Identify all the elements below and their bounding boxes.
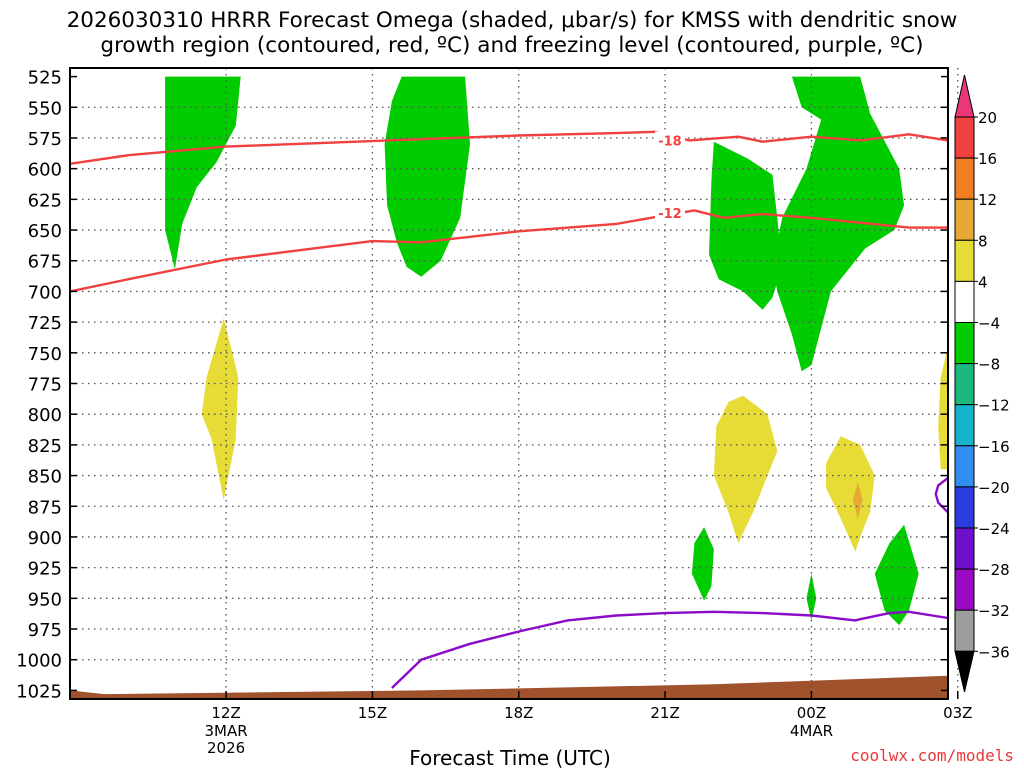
colorbar-label: −8 [978, 356, 1000, 374]
x-axis-label: Forecast Time (UTC) [409, 746, 611, 768]
y-tick-label: 725 [28, 313, 62, 334]
y-tick-label: 550 [28, 98, 62, 119]
ascent-region-3 [709, 141, 783, 310]
x-tick-year: 2026 [207, 739, 245, 757]
colorbar-label: −28 [978, 561, 1010, 579]
colorbar-segment-6 [954, 322, 975, 365]
x-tick-date: 3MAR [205, 722, 248, 740]
colorbar-label: −20 [978, 479, 1010, 497]
descent-region-1 [201, 318, 239, 501]
ground-surface [70, 675, 948, 699]
x-tick-label: 15Z [358, 704, 387, 722]
colorbar-label: 16 [978, 150, 997, 168]
descent-region-4 [938, 346, 948, 470]
x-tick-label: 00Z [797, 704, 826, 722]
chart-title-line-1: 2026030310 HRRR Forecast Omega (shaded, … [67, 8, 958, 33]
colorbar-segment-1 [954, 116, 975, 159]
y-tick-label: 575 [28, 129, 62, 150]
minus-18c-isotherm-label: -18 [658, 134, 682, 149]
minus-12c-isotherm [69, 209, 948, 293]
credit-text: coolwx.com/models [850, 746, 1014, 765]
colorbar-label: 20 [978, 109, 997, 127]
y-tick-label: 750 [28, 344, 62, 365]
y-tick-label: 775 [28, 375, 62, 396]
colorbar-segment-3 [954, 198, 975, 241]
colorbar-segment-2 [954, 157, 975, 200]
x-tick-label: 12Z [211, 704, 240, 722]
colorbar-label: −36 [978, 643, 1010, 661]
y-tick-label: 800 [28, 405, 62, 426]
freezing-level [391, 610, 949, 689]
y-tick-label: 525 [28, 68, 62, 89]
x-tick-date: 4MAR [790, 722, 833, 740]
y-tick-label: 850 [28, 467, 62, 488]
y-tick-label: 625 [28, 190, 62, 211]
chart-title-line-2: growth region (contoured, red, ºC) and f… [100, 33, 923, 58]
colorbar-segment-12 [954, 568, 975, 611]
colorbar-label: −12 [978, 397, 1010, 415]
x-tick-label: 18Z [504, 704, 533, 722]
colorbar-label: −32 [978, 602, 1010, 620]
ascent-region-7 [874, 524, 919, 626]
y-tick-label: 950 [28, 589, 62, 610]
y-tick-label: 825 [28, 436, 62, 457]
colorbar-label: −4 [978, 315, 1000, 333]
x-tick-label: 03Z [943, 704, 972, 722]
freezing-level-edge [934, 477, 949, 514]
y-tick-label: 875 [28, 497, 62, 518]
descent-region-3 [826, 436, 875, 552]
colorbar-label: −16 [978, 438, 1010, 456]
colorbar-segment-5 [954, 280, 975, 323]
ascent-region-2 [384, 76, 470, 277]
y-tick-label: 700 [28, 282, 62, 303]
colorbar-segment-7 [954, 363, 975, 406]
colorbar-bottom-triangle [954, 650, 975, 693]
colorbar-segment-13 [954, 609, 975, 652]
y-tick-label: 1025 [16, 681, 62, 702]
y-tick-label: 650 [28, 221, 62, 242]
colorbar-segment-8 [954, 404, 975, 447]
colorbar-label: 4 [978, 273, 988, 291]
y-tick-label: 900 [28, 528, 62, 549]
colorbar-segment-10 [954, 486, 975, 529]
ascent-region-5 [691, 527, 714, 601]
x-tick-label: 21Z [650, 704, 679, 722]
colorbar-segment-9 [954, 445, 975, 488]
minus-12c-isotherm-label: -12 [658, 207, 682, 222]
ascent-region-1 [165, 76, 241, 270]
y-tick-label: 925 [28, 559, 62, 580]
y-tick-label: 675 [28, 252, 62, 273]
ascent-region-4 [772, 76, 905, 372]
y-tick-label: 1000 [16, 651, 62, 672]
minus-18c-isotherm-label-bg [654, 131, 685, 148]
minus-12c-isotherm-label-bg [654, 203, 685, 220]
colorbar-label: −24 [978, 520, 1010, 538]
colorbar-segment-11 [954, 527, 975, 570]
descent-max-1 [852, 481, 863, 519]
y-tick-label: 975 [28, 620, 62, 641]
colorbar-label: 12 [978, 191, 997, 209]
colorbar-label: 8 [978, 232, 988, 250]
y-tick-label: 600 [28, 160, 62, 181]
colorbar-segment-4 [954, 239, 975, 282]
descent-region-2 [713, 395, 778, 544]
